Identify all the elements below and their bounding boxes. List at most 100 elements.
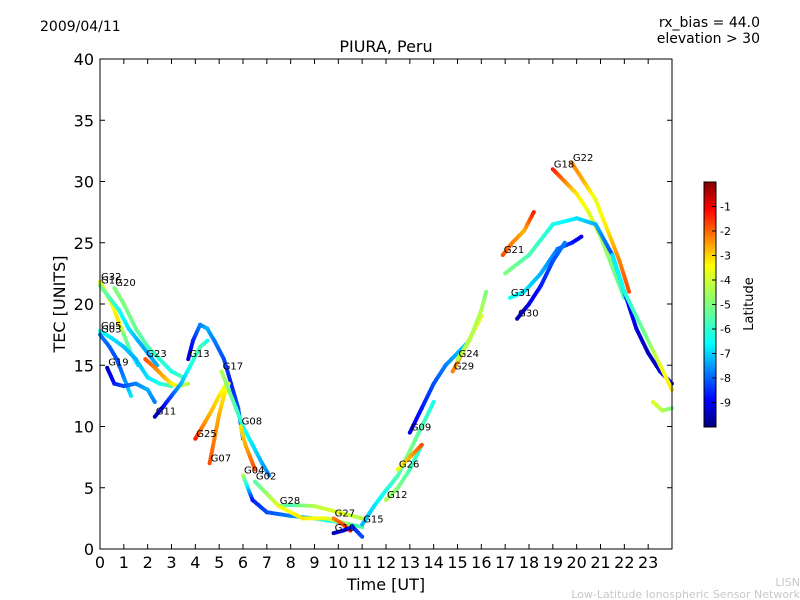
satellite-label-g15: G15 [363,515,383,526]
x-tick-label: 23 [638,553,658,572]
data-point [186,381,191,386]
colorbar-label: Latitude [742,277,757,331]
x-tick-label: 9 [309,553,319,572]
y-tick-label: 20 [74,295,94,314]
y-tick-label: 5 [84,479,94,498]
data-point [205,338,210,343]
x-tick-label: 12 [376,553,396,572]
satellite-label-g07: G07 [211,453,231,464]
satellite-label-g18: G18 [554,159,574,170]
series-g10 [331,525,365,539]
satellite-label-g17: G17 [223,361,243,372]
series-g20 [112,286,186,380]
series-g12 [384,442,424,502]
x-tick-label: 1 [119,553,129,572]
y-tick-label: 30 [74,173,94,192]
series-trace-31 [650,400,674,413]
x-tick-label: 4 [190,553,200,572]
satellite-label-g20: G20 [115,278,135,289]
satellite-label-g08: G08 [242,417,262,428]
y-axis-label: TEC [UNITS] [50,256,69,354]
colorbar-tick-label: -1 [720,201,731,214]
data-point [431,400,436,404]
series-trace-30 [610,253,674,392]
satellite-label-g32: G32 [101,272,121,283]
series-g11 [152,338,210,419]
x-tick-label: 21 [590,553,610,572]
satellite-label-g12: G12 [387,490,407,501]
data-point [360,534,365,539]
colorbar-tick-label: -5 [720,299,731,312]
x-tick-label: 18 [519,553,539,572]
y-tick-label: 35 [74,111,94,130]
satellite-label-g13: G13 [189,349,209,360]
x-axis: 0 1 2 3 4 5 6 7 8 9 10 11 12 13 14 15 16 17 18 19 20 21 22 23 [95,59,658,572]
satellite-label-g04: G04 [244,466,264,477]
x-tick-label: 5 [214,553,224,572]
data-point [531,210,536,215]
series-g08 [238,424,257,472]
data-point [579,234,584,239]
x-tick-label: 14 [423,553,443,572]
date-label: 2009/04/11 [40,19,121,35]
series-g02 [252,479,353,527]
chart-title: PIURA, Peru [339,37,432,56]
data-point [267,473,272,478]
series-g17 [219,369,272,478]
data-point [627,289,632,294]
x-tick-label: 20 [566,553,586,572]
colorbar-tick-label: -9 [720,397,731,410]
series-g16 [98,283,160,368]
data-point [129,393,133,398]
satellite-label-g19: G19 [108,358,128,369]
satellite-label-g29: G29 [454,361,474,372]
satellite-label-g22: G22 [573,153,593,164]
x-tick-label: 13 [400,553,420,572]
colorbar-tick-label: -2 [720,225,731,238]
series-g30 [515,240,567,321]
x-tick-label: 8 [286,553,296,572]
satellite-label-g30: G30 [518,309,538,320]
x-tick-label: 7 [262,553,272,572]
colorbar-tick-label: -6 [720,323,731,336]
series-g28 [276,502,365,521]
data-point [152,400,157,404]
data-point [562,240,567,245]
plot-frame [99,58,673,550]
x-tick-label: 15 [447,553,467,572]
colorbar-tick-label: -8 [720,372,731,385]
colorbar-tick-label: -7 [720,348,731,361]
data-point [360,516,365,521]
colorbar-tick-label: -3 [720,250,731,263]
x-tick-label: 3 [166,553,176,572]
data-point [484,289,489,294]
footer-org-short: LISN [775,576,800,589]
satellite-label-g11: G11 [156,407,176,418]
y-tick-label: 15 [74,356,94,375]
elevation-label: elevation > 30 [657,31,760,47]
satellite-label-g27: G27 [335,508,355,519]
x-tick-label: 17 [495,553,515,572]
satellite-label-g26: G26 [399,459,419,470]
data-marks [98,161,674,539]
footer-org-long: Low-Latitude Ionospheric Sensor Network [571,588,800,600]
y-tick-label: 10 [74,418,94,437]
satellite-label-g02: G02 [256,472,276,483]
rx-bias-label: rx_bias = 44.0 [659,15,760,31]
satellite-label-g09: G09 [411,423,431,434]
series-g05 [98,328,174,389]
x-tick-label: 10 [328,553,348,572]
satellite-label-g25: G25 [196,429,216,440]
x-tick-label: 6 [238,553,248,572]
satellite-label-g31: G31 [511,288,531,299]
x-tick-label: 11 [352,553,372,572]
satellite-label-g03: G03 [101,325,121,336]
data-point [252,467,257,472]
satellite-label-g16: G16 [101,276,121,287]
x-tick-label: 2 [143,553,153,572]
satellite-label-g28: G28 [280,496,300,507]
x-tick-label: 19 [543,553,563,572]
satellite-label-g24: G24 [459,349,479,360]
